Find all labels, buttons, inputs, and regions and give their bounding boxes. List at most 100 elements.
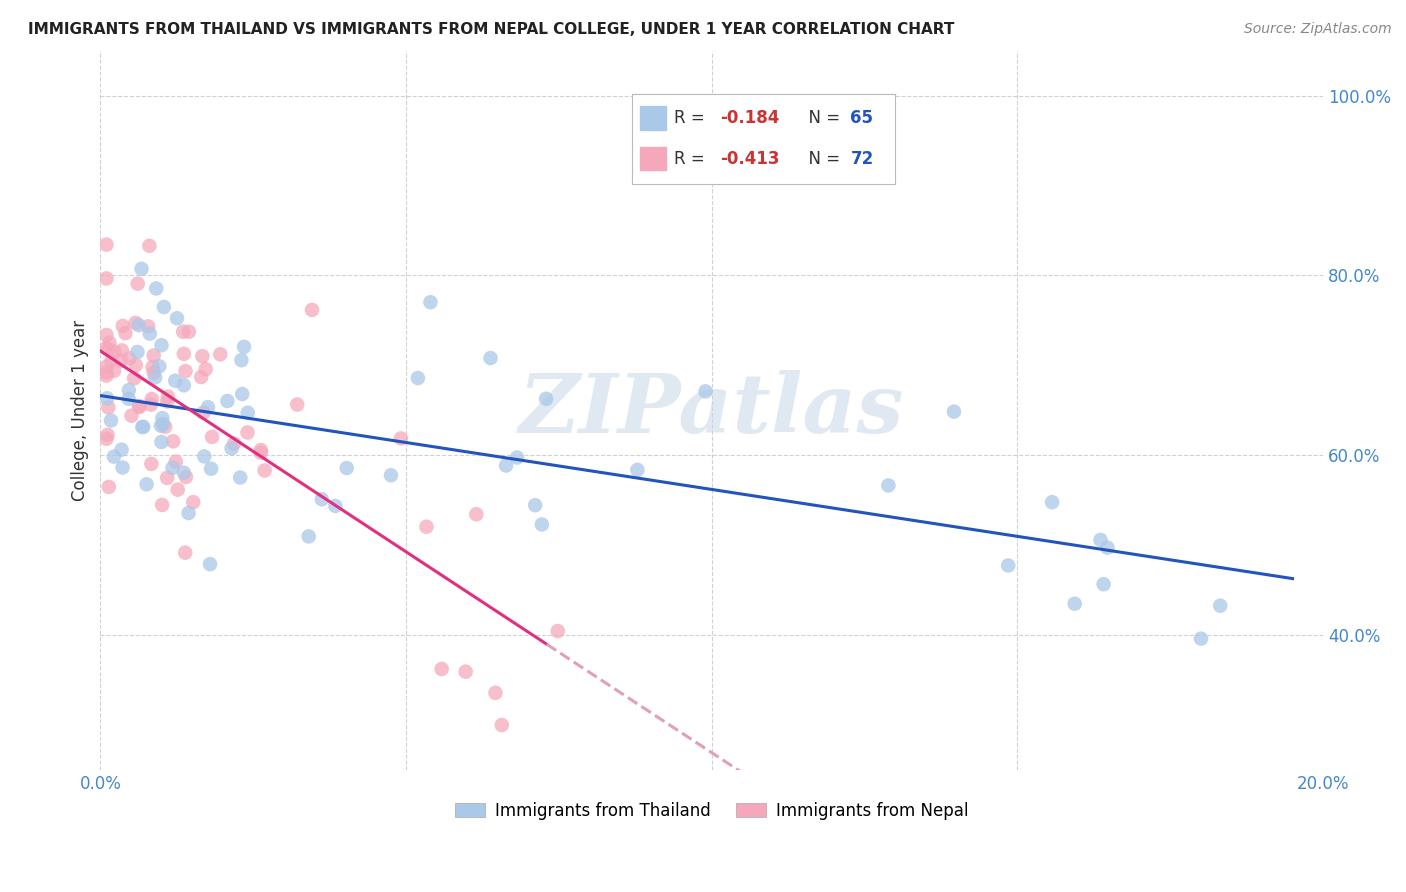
Point <box>128 400 150 414</box>
Point <box>380 468 402 483</box>
Point <box>1092 577 1115 591</box>
Point <box>162 461 184 475</box>
Point <box>190 370 212 384</box>
Point <box>250 442 273 457</box>
Point <box>124 316 146 330</box>
Text: Source: ZipAtlas.com: Source: ZipAtlas.com <box>1244 22 1392 37</box>
Point <box>153 419 176 434</box>
Point <box>153 300 176 314</box>
Point <box>217 394 239 409</box>
Text: ZIPatlas: ZIPatlas <box>519 370 904 450</box>
Point <box>103 344 125 359</box>
Point <box>150 434 173 449</box>
Point <box>97 428 120 442</box>
Point <box>118 383 141 397</box>
Point <box>136 319 159 334</box>
Point <box>430 662 453 676</box>
Point <box>197 400 219 414</box>
Point <box>177 325 200 339</box>
Point <box>122 371 145 385</box>
Point <box>165 374 187 388</box>
Point <box>111 343 134 358</box>
Point <box>97 343 120 357</box>
Point <box>311 492 333 507</box>
Point <box>181 495 204 509</box>
Point <box>141 359 163 374</box>
Point <box>111 460 134 475</box>
Point <box>406 371 429 385</box>
Point <box>127 345 149 359</box>
Point <box>1097 541 1119 555</box>
Point <box>389 432 412 446</box>
Point <box>298 529 321 543</box>
Point <box>110 353 132 368</box>
Point <box>524 498 547 512</box>
Point <box>194 362 217 376</box>
Point <box>530 517 553 532</box>
Point <box>942 404 965 418</box>
Point <box>165 455 187 469</box>
Point <box>96 432 118 446</box>
Point <box>547 624 569 638</box>
Point <box>139 398 162 412</box>
Point <box>141 457 163 471</box>
Point <box>125 358 148 372</box>
Point <box>132 420 155 434</box>
Point <box>150 338 173 352</box>
Point <box>1209 599 1232 613</box>
Point <box>229 470 252 484</box>
Point <box>233 340 256 354</box>
Point <box>96 237 118 252</box>
Point <box>626 463 648 477</box>
Point <box>162 434 184 449</box>
Point <box>114 326 136 341</box>
Point <box>506 450 529 465</box>
Point <box>96 366 118 380</box>
Point <box>97 401 120 415</box>
Point <box>454 665 477 679</box>
Point <box>198 557 221 571</box>
Point <box>121 409 143 423</box>
Point <box>100 413 122 427</box>
Point <box>491 718 513 732</box>
Point <box>135 477 157 491</box>
Point <box>131 261 153 276</box>
Point <box>143 370 166 384</box>
Point <box>177 506 200 520</box>
Point <box>100 353 122 368</box>
Point <box>96 328 118 343</box>
Point <box>224 436 246 450</box>
Point <box>193 406 215 420</box>
Point <box>103 364 125 378</box>
Point <box>1189 632 1212 646</box>
Point <box>173 347 195 361</box>
Point <box>236 425 259 440</box>
Y-axis label: College, Under 1 year: College, Under 1 year <box>72 319 89 501</box>
Point <box>695 384 717 399</box>
Point <box>96 341 118 355</box>
Point <box>150 498 173 512</box>
Point <box>479 351 502 365</box>
Point <box>156 390 179 404</box>
Point <box>325 499 347 513</box>
Point <box>415 520 437 534</box>
Point <box>174 470 197 484</box>
Point <box>110 442 132 457</box>
Point <box>484 686 506 700</box>
Point <box>128 399 150 413</box>
Point <box>997 558 1019 573</box>
Point <box>209 347 232 361</box>
Point <box>152 417 174 432</box>
Point <box>1040 495 1063 509</box>
Point <box>221 442 243 456</box>
Point <box>145 281 167 295</box>
Legend: Immigrants from Thailand, Immigrants from Nepal: Immigrants from Thailand, Immigrants fro… <box>449 795 974 826</box>
Point <box>97 480 120 494</box>
Point <box>200 461 222 475</box>
Point <box>285 398 308 412</box>
Point <box>1090 533 1112 547</box>
Point <box>118 392 141 406</box>
Point <box>336 461 359 475</box>
Point <box>174 364 197 378</box>
Point <box>103 450 125 464</box>
